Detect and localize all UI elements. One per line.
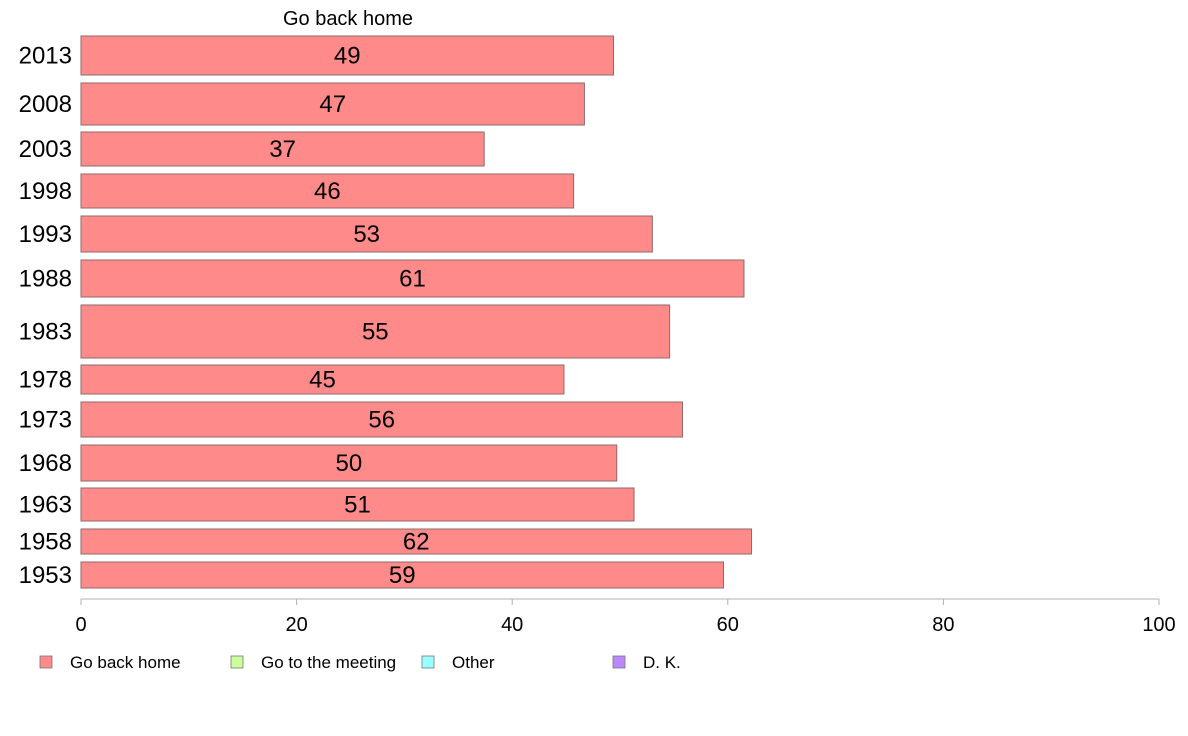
- bar-1978: [80, 364, 565, 395]
- x-tick-label-60: 60: [717, 614, 739, 636]
- data-label-1963: 51: [344, 492, 371, 519]
- legend: Go back home Go to the meeting Other D. K.: [39, 653, 681, 672]
- x-tick-label-40: 40: [501, 614, 523, 636]
- bar-1973: [80, 401, 684, 438]
- legend-swatch-0: [39, 655, 53, 669]
- data-label-1978: 45: [309, 367, 336, 394]
- category-label-2013: 2013: [19, 43, 72, 70]
- bar-1953: [80, 561, 724, 589]
- category-label-1958: 1958: [19, 529, 72, 556]
- legend-label-3: D. K.: [643, 653, 681, 672]
- bar-1988: [80, 259, 745, 298]
- category-label-1978: 1978: [19, 367, 72, 394]
- category-label-1993: 1993: [19, 221, 72, 248]
- category-label-2008: 2008: [19, 91, 72, 118]
- x-tick-label-20: 20: [285, 614, 307, 636]
- bar-1958: [80, 528, 753, 555]
- bar-2013: [80, 35, 615, 76]
- legend-swatch-1: [230, 655, 244, 669]
- data-label-1953: 59: [389, 562, 416, 589]
- data-label-1998: 46: [314, 178, 341, 205]
- data-label-2003: 37: [269, 136, 296, 163]
- data-label-2013: 49: [334, 43, 361, 70]
- data-label-1983: 55: [362, 319, 389, 346]
- data-label-1973: 56: [368, 407, 395, 434]
- bar-2008: [80, 82, 585, 126]
- legend-label-1: Go to the meeting: [261, 653, 396, 672]
- legend-label-2: Other: [452, 653, 495, 672]
- category-label-1968: 1968: [19, 450, 72, 477]
- chart-title: Go back home: [283, 8, 413, 30]
- data-label-2008: 47: [319, 91, 346, 118]
- legend-swatch-2: [421, 655, 435, 669]
- category-label-2003: 2003: [19, 136, 72, 163]
- category-label-1983: 1983: [19, 319, 72, 346]
- bar-1968: [80, 444, 618, 482]
- data-label-1968: 50: [336, 450, 363, 477]
- bar-group: [80, 35, 753, 589]
- x-tick-label-100: 100: [1142, 614, 1175, 636]
- data-label-1993: 53: [353, 221, 380, 248]
- category-label-1963: 1963: [19, 492, 72, 519]
- bar-2003: [80, 131, 485, 167]
- category-label-1988: 1988: [19, 266, 72, 293]
- data-label-1988: 61: [399, 266, 426, 293]
- category-axis: 2013 2008 2003 1998 1993 1988 1983 1978 1973 1968…: [19, 43, 72, 590]
- category-label-1953: 1953: [19, 562, 72, 589]
- x-axis: 0 20 40 60 80 100: [75, 598, 1176, 636]
- data-label-1958: 62: [403, 529, 430, 556]
- category-label-1973: 1973: [19, 407, 72, 434]
- bar-1993: [80, 215, 653, 253]
- category-label-1998: 1998: [19, 178, 72, 205]
- legend-label-0: Go back home: [70, 653, 181, 672]
- x-tick-label-80: 80: [932, 614, 954, 636]
- bar-1963: [80, 487, 635, 522]
- bar-1998: [80, 173, 575, 209]
- bar-1983: [80, 304, 671, 359]
- legend-swatch-3: [612, 655, 626, 669]
- x-tick-label-0: 0: [75, 614, 86, 636]
